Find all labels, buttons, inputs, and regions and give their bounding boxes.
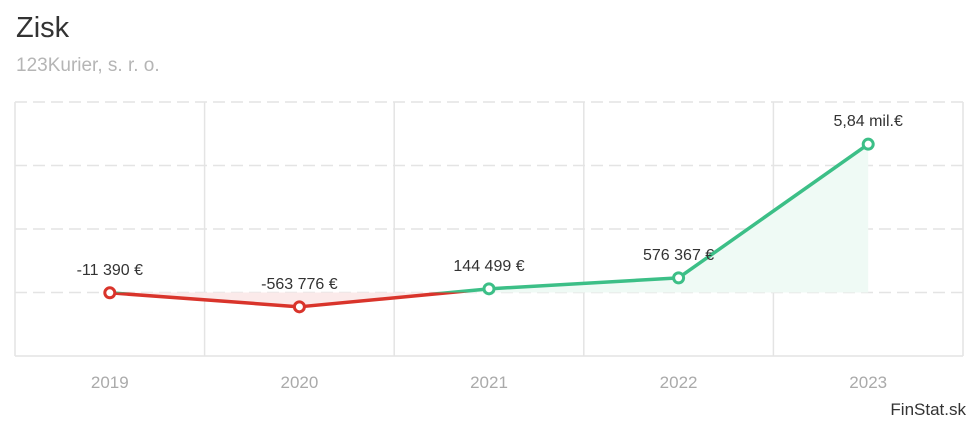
data-point: [861, 137, 875, 151]
data-label: -563 776 €: [261, 276, 338, 293]
data-point: [103, 286, 117, 300]
company-name: 123Kurier, s. r. o.: [16, 55, 160, 76]
line-segment-positive: [677, 142, 870, 280]
data-label: 5,84 mil.€: [834, 113, 903, 130]
data-label: 144 499 €: [453, 258, 524, 275]
data-point: [292, 300, 306, 314]
line-segment-negative: [299, 292, 469, 309]
finstat-credit[interactable]: FinStat.sk: [890, 400, 966, 419]
x-tick-label: 2022: [660, 373, 698, 392]
data-label: 576 367 €: [643, 247, 714, 264]
x-tick-label: 2020: [280, 373, 318, 392]
line-segment-positive: [488, 276, 679, 291]
x-tick-label: 2023: [849, 373, 887, 392]
chart-title: Zisk: [16, 12, 70, 44]
data-point: [482, 282, 496, 296]
x-tick-label: 2021: [470, 373, 508, 392]
area-positive: [109, 144, 869, 293]
data-point: [672, 271, 686, 285]
line-segment-positive: [431, 287, 490, 293]
data-label: -11 390 €: [77, 262, 144, 279]
line-segment-negative: [109, 292, 300, 309]
x-tick-label: 2019: [91, 373, 129, 392]
